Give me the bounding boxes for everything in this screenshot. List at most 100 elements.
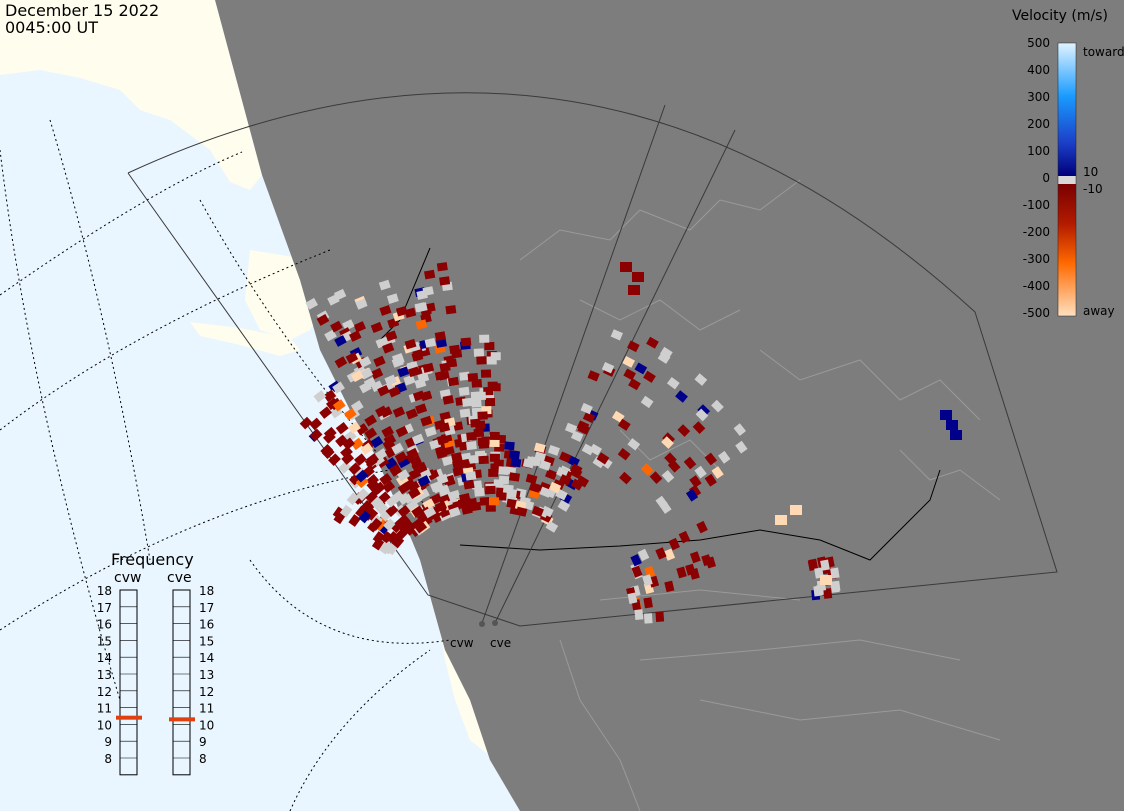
- velocity-cell: [355, 423, 369, 436]
- velocity-cell: [395, 526, 409, 540]
- velocity-cell: [356, 488, 370, 501]
- away-color-bar: [1058, 184, 1076, 316]
- velocity-cell: [506, 498, 518, 509]
- velocity-cell: [477, 437, 489, 446]
- velocity-cell: [630, 554, 642, 567]
- velocity-cell: [576, 420, 590, 432]
- velocity-cell: [319, 406, 333, 419]
- velocity-cell: [735, 440, 748, 454]
- velocity-cell: [610, 329, 623, 341]
- velocity-cell: [498, 466, 509, 475]
- velocity-cell: [385, 494, 399, 508]
- velocity-cell: [775, 515, 787, 525]
- velocity-cell: [417, 488, 430, 501]
- velocity-cell: [558, 451, 572, 463]
- velocity-cell: [397, 504, 411, 518]
- velocity-cell: [438, 422, 451, 433]
- velocity-data-cells: [299, 262, 962, 624]
- velocity-cell: [360, 442, 374, 455]
- velocity-cell: [380, 530, 394, 544]
- velocity-cell: [353, 321, 367, 333]
- velocity-cell: [628, 378, 641, 391]
- velocity-cell: [379, 472, 393, 486]
- velocity-cell: [330, 320, 343, 333]
- velocity-cell: [424, 337, 437, 348]
- velocity-cell: [333, 288, 347, 301]
- threshold-upper-label: 10: [1083, 165, 1098, 179]
- velocity-cell: [473, 348, 485, 357]
- velocity-cell: [718, 450, 731, 464]
- velocity-cell: [696, 520, 708, 534]
- velocity-cell: [441, 455, 454, 467]
- velocity-cell: [685, 563, 696, 576]
- velocity-cell: [434, 500, 448, 513]
- frequency-left-radar-label: cvw: [114, 570, 141, 586]
- velocity-cell: [617, 448, 631, 461]
- velocity-cell: [375, 502, 389, 515]
- velocity-cell: [649, 471, 663, 484]
- velocity-cell: [395, 305, 408, 317]
- velocity-cell: [509, 450, 521, 460]
- velocity-cell: [458, 458, 470, 469]
- velocity-cell: [335, 421, 349, 435]
- frequency-scale: 18 18 17 17 16 16 15 15 14 14 13 13 12 12 11 11 10 10 9 9 8 8: [97, 584, 214, 776]
- velocity-cell: [436, 262, 448, 272]
- velocity-cell: [334, 335, 347, 347]
- velocity-cell: [668, 537, 680, 551]
- velocity-cell: [541, 505, 554, 518]
- velocity-cell: [661, 436, 674, 449]
- velocity-cell: [397, 366, 410, 378]
- velocity-cell: [379, 305, 392, 316]
- velocity-cell: [555, 466, 569, 479]
- velocity-cell: [313, 390, 327, 403]
- velocity-cell: [423, 269, 436, 280]
- velocity-cell: [460, 337, 472, 347]
- velocity-cell: [414, 520, 428, 534]
- velocity-cell: [343, 430, 357, 443]
- velocity-cell: [790, 505, 802, 515]
- velocity-cell: [479, 496, 491, 506]
- velocity-legend-title: Velocity (m/s): [1012, 8, 1108, 24]
- velocity-cell: [424, 426, 437, 438]
- velocity-cell: [478, 455, 489, 465]
- velocity-tick-label: 300: [1027, 90, 1050, 104]
- velocity-cell: [539, 460, 552, 471]
- velocity-cell: [383, 433, 397, 446]
- velocity-cell: [692, 421, 706, 434]
- velocity-cell: [370, 367, 384, 380]
- velocity-cell: [448, 506, 461, 518]
- velocity-cell: [655, 547, 667, 560]
- frequency-right-radar-label: cve: [167, 570, 192, 586]
- velocity-cell: [485, 503, 496, 512]
- velocity-cell: [627, 340, 640, 353]
- night-side-region: [215, 0, 1124, 811]
- velocity-cell: [711, 399, 724, 413]
- frequency-right-tick: 18: [199, 584, 214, 598]
- velocity-cell: [420, 415, 433, 427]
- velocity-cell: [349, 330, 362, 342]
- velocity-cell: [548, 481, 562, 494]
- velocity-cell: [694, 465, 707, 479]
- frequency-left-tick: 10: [97, 718, 112, 732]
- velocity-cell: [417, 475, 431, 487]
- velocity-cell: [416, 302, 428, 313]
- velocity-cell: [394, 516, 408, 530]
- velocity-cell: [309, 428, 323, 442]
- velocity-cell: [422, 362, 435, 373]
- velocity-cell: [581, 443, 595, 456]
- frequency-left-tick: 18: [97, 584, 112, 598]
- velocity-cell: [326, 397, 339, 411]
- velocity-cell: [611, 410, 625, 423]
- velocity-legend: Velocity (m/s) 500 400 300 200 100 0 -100 -200 -…: [1012, 8, 1124, 320]
- velocity-cell: [394, 451, 408, 464]
- velocity-cell: [525, 473, 538, 485]
- velocity-cell: [350, 370, 364, 383]
- velocity-cell: [474, 487, 485, 497]
- velocity-cell: [340, 445, 353, 459]
- velocity-cell: [483, 386, 494, 396]
- velocity-cell: [323, 426, 337, 440]
- velocity-cell: [592, 456, 606, 469]
- velocity-cell: [355, 475, 369, 489]
- velocity-cell: [324, 329, 337, 342]
- velocity-cell: [657, 351, 671, 364]
